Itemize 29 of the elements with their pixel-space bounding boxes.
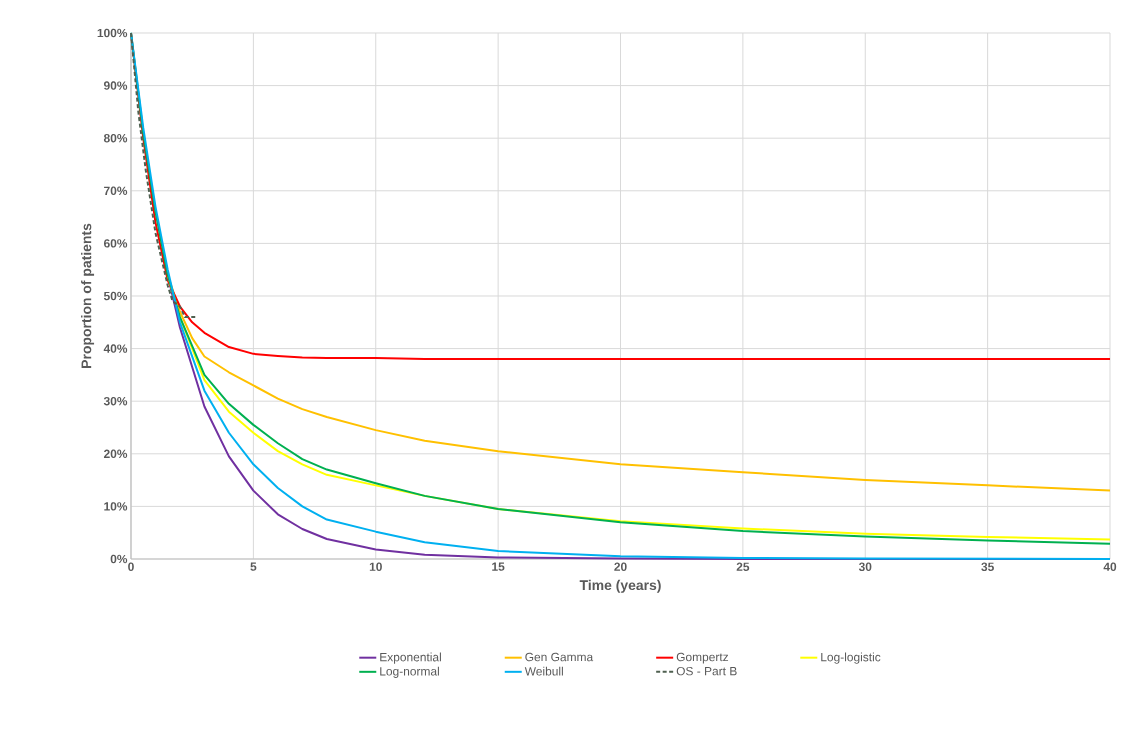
y-tick-label: 80% (103, 133, 128, 143)
x-tick-label: 5 (250, 562, 257, 571)
y-tick-label: 30% (103, 396, 128, 406)
y-tick-label: 100% (97, 28, 128, 38)
x-tick-label: 20 (614, 562, 627, 571)
y-tick-label: 70% (104, 186, 128, 196)
y-axis-title: Proportion of patients (81, 223, 95, 368)
x-tick-label: 10 (369, 562, 382, 571)
y-tick-label: 0% (110, 554, 128, 564)
legend-label: Exponential (380, 652, 441, 664)
legend-label: Log-normal (380, 666, 439, 678)
y-tick-label: 90% (103, 81, 128, 90)
legend-label: Log-logistic (821, 652, 881, 664)
x-tick-label: 25 (736, 562, 750, 571)
y-tick-label: 50% (103, 291, 128, 301)
x-tick-label: 15 (492, 562, 505, 571)
y-tick-label: 60% (103, 239, 128, 248)
x-tick-label: 0 (128, 562, 134, 571)
x-tick-label: 35 (981, 562, 994, 572)
x-tick-label: 40 (1103, 562, 1117, 571)
x-tick-label: 30 (858, 562, 872, 572)
y-tick-label: 10% (104, 502, 128, 511)
y-tick-label: 40% (103, 344, 128, 353)
legend-label: Gompertz (676, 652, 729, 664)
legend-label: Weibull (524, 666, 563, 676)
legend-label: OS - Part B (676, 666, 737, 676)
y-tick-label: 20% (103, 449, 128, 459)
legend-label: Gen Gamma (525, 652, 594, 662)
x-axis-title: Time (years) (579, 579, 661, 593)
